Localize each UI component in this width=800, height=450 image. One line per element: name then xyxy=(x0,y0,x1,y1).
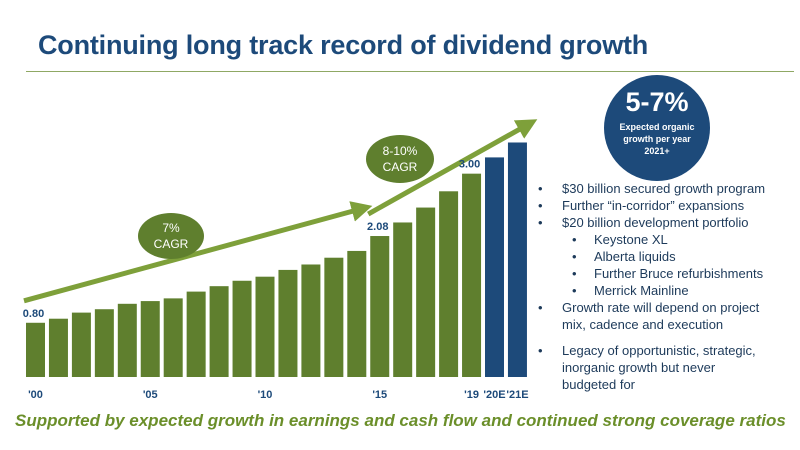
bar-14 xyxy=(347,250,367,377)
bar-03 xyxy=(94,309,114,377)
data-label: 3.00 xyxy=(459,159,480,171)
bar-20E xyxy=(485,157,504,377)
bar-17 xyxy=(416,207,436,377)
bar-15 xyxy=(370,236,390,377)
growth-outlook-line: Expected organic xyxy=(619,122,695,132)
data-label: 2.08 xyxy=(367,221,388,233)
x-tick-label: '20E xyxy=(483,389,505,401)
growth-outlook-line: growth per year xyxy=(623,134,691,144)
cagr-arrow xyxy=(367,119,538,217)
growth-outlook-badge: 5-7% Expected organic growth per year 20… xyxy=(604,75,710,181)
growth-bullet-list: $30 billion secured growth program Furth… xyxy=(538,180,796,393)
bullet-line: mix, cadence and execution xyxy=(562,317,724,332)
growth-outlook-line: 2021+ xyxy=(644,146,670,156)
title-divider xyxy=(26,71,794,72)
x-tick-label: '05 xyxy=(143,389,158,401)
sub-bullet-item: Further Bruce refurbishments xyxy=(538,265,796,282)
data-label: 0.80 xyxy=(23,308,44,320)
bullet-item: $30 billion secured growth program xyxy=(538,180,796,197)
cagr-7-label: 7% CAGR xyxy=(141,220,201,252)
cagr-arrow xyxy=(23,201,373,304)
bullet-line: budgeted for xyxy=(562,377,636,392)
bar-11 xyxy=(278,269,298,377)
cagr-7-caption: CAGR xyxy=(153,237,189,251)
bar-06 xyxy=(163,298,183,377)
bar-10 xyxy=(255,276,275,377)
sub-bullet-item: Alberta liquids xyxy=(538,248,796,265)
bullet-item: Legacy of opportunistic, strategic, inor… xyxy=(538,342,796,393)
bar-02 xyxy=(71,312,91,377)
bar-12 xyxy=(301,264,321,377)
cagr-ellipse xyxy=(366,135,434,183)
bullet-line: Growth rate will depend on project xyxy=(562,300,760,315)
x-tick-label: '15 xyxy=(372,389,387,401)
sub-bullet-item: Merrick Mainline xyxy=(538,282,796,299)
x-tick-label: '19 xyxy=(464,389,479,401)
bar-19 xyxy=(462,173,482,377)
x-tick-label: '00 xyxy=(28,389,43,401)
cagr-ellipse xyxy=(138,213,204,259)
cagr-8-10-value: 8-10% xyxy=(382,144,418,158)
bar-07 xyxy=(186,291,206,377)
cagr-8-10-label: 8-10% CAGR xyxy=(369,143,431,175)
x-tick-label: '10 xyxy=(258,389,273,401)
cagr-7-value: 7% xyxy=(162,221,180,235)
page-title: Continuing long track record of dividend… xyxy=(38,30,649,60)
bullet-line: inorganic growth but never xyxy=(562,360,716,375)
bar-09 xyxy=(232,280,252,377)
bullet-item: Further “in-corridor” expansions xyxy=(538,197,796,214)
sub-bullet-item: Keystone XL xyxy=(538,231,796,248)
bar-05 xyxy=(140,301,160,377)
growth-outlook-value: 5-7% xyxy=(625,87,689,117)
bar-01 xyxy=(48,318,68,377)
cagr-8-10-caption: CAGR xyxy=(382,160,418,174)
bar-21E xyxy=(507,142,527,377)
bar-00 xyxy=(26,322,45,377)
bullet-line: Legacy of opportunistic, strategic, xyxy=(562,343,756,358)
footer-note: Supported by expected growth in earnings… xyxy=(15,411,786,430)
bar-08 xyxy=(209,286,229,377)
growth-outlook-caption: Expected organic growth per year 2021+ xyxy=(604,121,710,157)
bar-18 xyxy=(439,191,459,377)
bullet-item: Growth rate will depend on project mix, … xyxy=(538,299,796,333)
bar-04 xyxy=(117,303,137,377)
bar-13 xyxy=(324,257,344,377)
bar-16 xyxy=(393,222,413,377)
x-tick-label: '21E xyxy=(506,389,528,401)
bullet-item: $20 billion development portfolio xyxy=(538,214,796,231)
